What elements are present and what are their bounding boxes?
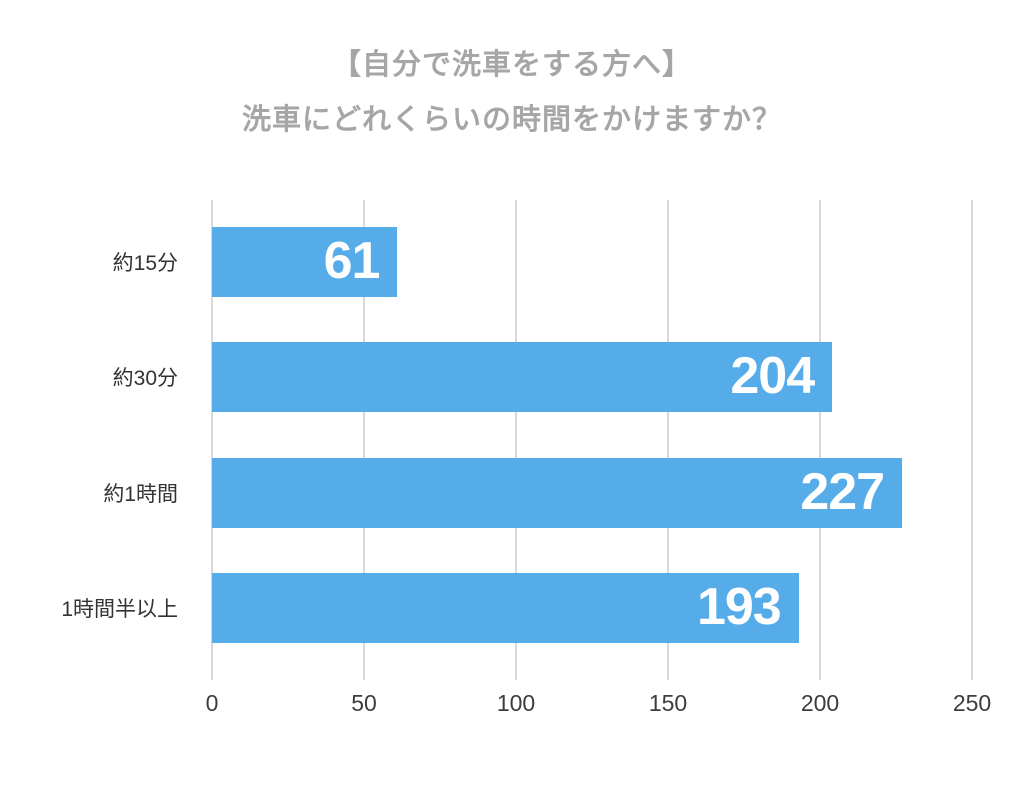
category-label: 約15分 bbox=[112, 252, 178, 275]
bar: 227 bbox=[212, 457, 903, 528]
chart-title: 【自分で洗車をする方へ】 洗車にどれくらいの時間をかけますか？ bbox=[0, 38, 1024, 148]
bar: 61 bbox=[212, 227, 398, 297]
x-tick-label: 200 bbox=[800, 690, 840, 716]
gridline-x-250 bbox=[971, 200, 973, 680]
chart-title-line2: 洗車にどれくらいの時間をかけますか？ bbox=[241, 104, 782, 136]
gridline-x-150 bbox=[667, 200, 669, 680]
gridline-x-50 bbox=[363, 200, 365, 680]
gridline-x-0 bbox=[211, 200, 213, 680]
plot-area: 約15分 61 約30分 204 約1時間 227 1時間半以上 193 0 50 100 150 20… bbox=[61, 200, 991, 715]
x-tick-label: 250 bbox=[952, 690, 992, 716]
category-label: 約1時間 bbox=[103, 482, 178, 506]
gridline-x-100 bbox=[515, 200, 517, 680]
x-tick-label: 0 bbox=[205, 690, 219, 716]
bar-value-label: 204 bbox=[730, 347, 815, 406]
bar: 204 bbox=[212, 342, 833, 413]
x-tick-label: 150 bbox=[648, 690, 688, 716]
bar-value-label: 193 bbox=[696, 577, 782, 636]
x-tick-label: 50 bbox=[351, 690, 377, 716]
bar-value-label: 61 bbox=[323, 231, 381, 290]
category-label: 1時間半以上 bbox=[61, 597, 178, 621]
chart-title-line1: 【自分で洗車をする方へ】 bbox=[331, 49, 692, 81]
bar-value-label: 227 bbox=[800, 462, 885, 521]
x-tick-label: 100 bbox=[496, 690, 536, 716]
category-label: 約30分 bbox=[112, 367, 178, 391]
bar: 193 bbox=[212, 572, 799, 643]
gridline-x-200 bbox=[819, 200, 821, 680]
